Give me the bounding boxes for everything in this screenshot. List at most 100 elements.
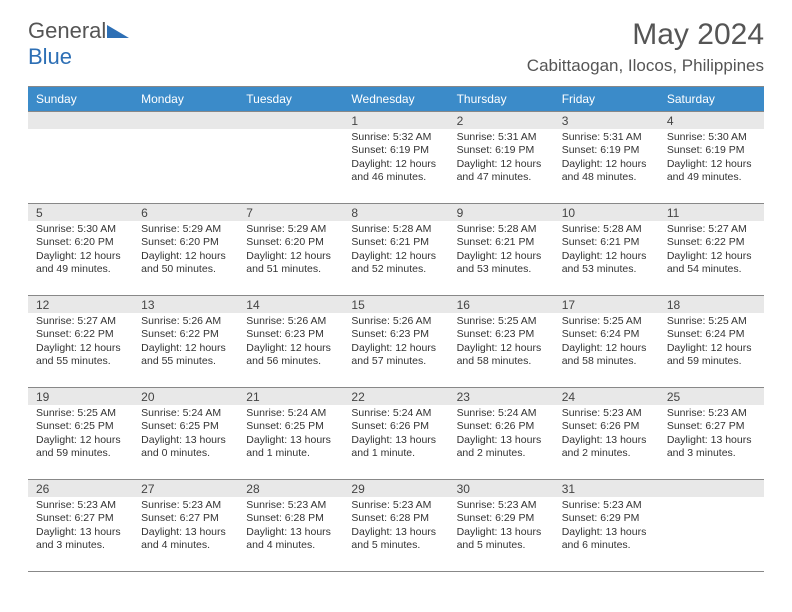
calendar-row: 1Sunrise: 5:32 AMSunset: 6:19 PMDaylight… — [28, 111, 764, 203]
sunrise-line: Sunrise: 5:23 AM — [457, 499, 548, 512]
brand-logo: General Blue — [28, 18, 129, 70]
day-details: Sunrise: 5:23 AMSunset: 6:28 PMDaylight:… — [238, 497, 343, 555]
day-cell: 18Sunrise: 5:25 AMSunset: 6:24 PMDayligh… — [659, 295, 764, 387]
sunset-line: Sunset: 6:21 PM — [351, 236, 442, 249]
day-details: Sunrise: 5:25 AMSunset: 6:24 PMDaylight:… — [659, 313, 764, 371]
sunrise-line: Sunrise: 5:30 AM — [667, 131, 758, 144]
day-details: Sunrise: 5:23 AMSunset: 6:28 PMDaylight:… — [343, 497, 448, 555]
daylight-line: Daylight: 13 hours and 0 minutes. — [141, 434, 232, 461]
day-cell: 23Sunrise: 5:24 AMSunset: 6:26 PMDayligh… — [449, 387, 554, 479]
day-details: Sunrise: 5:26 AMSunset: 6:22 PMDaylight:… — [133, 313, 238, 371]
day-cell: 9Sunrise: 5:28 AMSunset: 6:21 PMDaylight… — [449, 203, 554, 295]
day-number: 31 — [554, 479, 659, 497]
sunrise-line: Sunrise: 5:24 AM — [141, 407, 232, 420]
weekday-header: Friday — [554, 87, 659, 112]
sunrise-line: Sunrise: 5:23 AM — [351, 499, 442, 512]
brand-text: General Blue — [28, 18, 129, 70]
day-details: Sunrise: 5:23 AMSunset: 6:29 PMDaylight:… — [554, 497, 659, 555]
day-cell: 19Sunrise: 5:25 AMSunset: 6:25 PMDayligh… — [28, 387, 133, 479]
sunset-line: Sunset: 6:21 PM — [562, 236, 653, 249]
day-details: Sunrise: 5:24 AMSunset: 6:26 PMDaylight:… — [343, 405, 448, 463]
day-details: Sunrise: 5:26 AMSunset: 6:23 PMDaylight:… — [343, 313, 448, 371]
brand-part1: General — [28, 18, 106, 43]
day-cell: 29Sunrise: 5:23 AMSunset: 6:28 PMDayligh… — [343, 479, 448, 571]
day-details: Sunrise: 5:29 AMSunset: 6:20 PMDaylight:… — [238, 221, 343, 279]
daylight-line: Daylight: 12 hours and 58 minutes. — [457, 342, 548, 369]
weekday-header: Thursday — [449, 87, 554, 112]
daylight-line: Daylight: 13 hours and 1 minute. — [246, 434, 337, 461]
day-cell: 8Sunrise: 5:28 AMSunset: 6:21 PMDaylight… — [343, 203, 448, 295]
daylight-line: Daylight: 13 hours and 2 minutes. — [457, 434, 548, 461]
daylight-line: Daylight: 12 hours and 46 minutes. — [351, 158, 442, 185]
day-number: 6 — [133, 203, 238, 221]
daylight-line: Daylight: 12 hours and 55 minutes. — [141, 342, 232, 369]
sunrise-line: Sunrise: 5:29 AM — [141, 223, 232, 236]
daylight-line: Daylight: 13 hours and 6 minutes. — [562, 526, 653, 553]
day-cell: 5Sunrise: 5:30 AMSunset: 6:20 PMDaylight… — [28, 203, 133, 295]
sunrise-line: Sunrise: 5:23 AM — [667, 407, 758, 420]
sunrise-line: Sunrise: 5:31 AM — [562, 131, 653, 144]
calendar-table: SundayMondayTuesdayWednesdayThursdayFrid… — [28, 86, 764, 571]
daylight-line: Daylight: 13 hours and 2 minutes. — [562, 434, 653, 461]
day-cell: 7Sunrise: 5:29 AMSunset: 6:20 PMDaylight… — [238, 203, 343, 295]
day-details: Sunrise: 5:28 AMSunset: 6:21 PMDaylight:… — [343, 221, 448, 279]
day-details: Sunrise: 5:24 AMSunset: 6:26 PMDaylight:… — [449, 405, 554, 463]
day-number: 14 — [238, 295, 343, 313]
daylight-line: Daylight: 13 hours and 4 minutes. — [141, 526, 232, 553]
day-details: Sunrise: 5:29 AMSunset: 6:20 PMDaylight:… — [133, 221, 238, 279]
sunrise-line: Sunrise: 5:23 AM — [562, 499, 653, 512]
day-number: 28 — [238, 479, 343, 497]
sunset-line: Sunset: 6:29 PM — [457, 512, 548, 525]
day-cell: 16Sunrise: 5:25 AMSunset: 6:23 PMDayligh… — [449, 295, 554, 387]
day-number: 20 — [133, 387, 238, 405]
sunrise-line: Sunrise: 5:26 AM — [141, 315, 232, 328]
sunset-line: Sunset: 6:20 PM — [141, 236, 232, 249]
day-number: 5 — [28, 203, 133, 221]
sunset-line: Sunset: 6:23 PM — [351, 328, 442, 341]
sunrise-line: Sunrise: 5:27 AM — [667, 223, 758, 236]
day-number: 15 — [343, 295, 448, 313]
day-details: Sunrise: 5:31 AMSunset: 6:19 PMDaylight:… — [449, 129, 554, 187]
day-details: Sunrise: 5:23 AMSunset: 6:27 PMDaylight:… — [133, 497, 238, 555]
day-number: 29 — [343, 479, 448, 497]
day-details: Sunrise: 5:27 AMSunset: 6:22 PMDaylight:… — [28, 313, 133, 371]
sunset-line: Sunset: 6:19 PM — [667, 144, 758, 157]
day-details: Sunrise: 5:24 AMSunset: 6:25 PMDaylight:… — [238, 405, 343, 463]
sunset-line: Sunset: 6:27 PM — [141, 512, 232, 525]
triangle-icon — [107, 25, 129, 38]
daylight-line: Daylight: 12 hours and 49 minutes. — [667, 158, 758, 185]
day-number: 7 — [238, 203, 343, 221]
daylight-line: Daylight: 12 hours and 49 minutes. — [36, 250, 127, 277]
sunset-line: Sunset: 6:25 PM — [36, 420, 127, 433]
page-subtitle: Cabittaogan, Ilocos, Philippines — [527, 56, 764, 76]
daylight-line: Daylight: 12 hours and 52 minutes. — [351, 250, 442, 277]
calendar-body: 1Sunrise: 5:32 AMSunset: 6:19 PMDaylight… — [28, 111, 764, 571]
day-number: 22 — [343, 387, 448, 405]
day-cell: 14Sunrise: 5:26 AMSunset: 6:23 PMDayligh… — [238, 295, 343, 387]
day-details: Sunrise: 5:25 AMSunset: 6:23 PMDaylight:… — [449, 313, 554, 371]
daylight-line: Daylight: 12 hours and 56 minutes. — [246, 342, 337, 369]
sunset-line: Sunset: 6:27 PM — [667, 420, 758, 433]
daylight-line: Daylight: 12 hours and 53 minutes. — [562, 250, 653, 277]
daylight-line: Daylight: 12 hours and 57 minutes. — [351, 342, 442, 369]
day-number — [659, 479, 764, 497]
day-number: 3 — [554, 111, 659, 129]
day-number: 21 — [238, 387, 343, 405]
calendar-row: 19Sunrise: 5:25 AMSunset: 6:25 PMDayligh… — [28, 387, 764, 479]
sunset-line: Sunset: 6:20 PM — [36, 236, 127, 249]
day-cell: 2Sunrise: 5:31 AMSunset: 6:19 PMDaylight… — [449, 111, 554, 203]
sunrise-line: Sunrise: 5:28 AM — [457, 223, 548, 236]
daylight-line: Daylight: 12 hours and 48 minutes. — [562, 158, 653, 185]
sunset-line: Sunset: 6:28 PM — [246, 512, 337, 525]
title-block: May 2024 Cabittaogan, Ilocos, Philippine… — [527, 18, 764, 80]
empty-day-cell — [659, 479, 764, 571]
day-number — [28, 111, 133, 129]
sunset-line: Sunset: 6:26 PM — [562, 420, 653, 433]
sunset-line: Sunset: 6:26 PM — [351, 420, 442, 433]
weekday-header: Tuesday — [238, 87, 343, 112]
daylight-line: Daylight: 13 hours and 4 minutes. — [246, 526, 337, 553]
daylight-line: Daylight: 13 hours and 5 minutes. — [351, 526, 442, 553]
daylight-line: Daylight: 12 hours and 59 minutes. — [36, 434, 127, 461]
empty-day-cell — [28, 111, 133, 203]
sunset-line: Sunset: 6:22 PM — [667, 236, 758, 249]
